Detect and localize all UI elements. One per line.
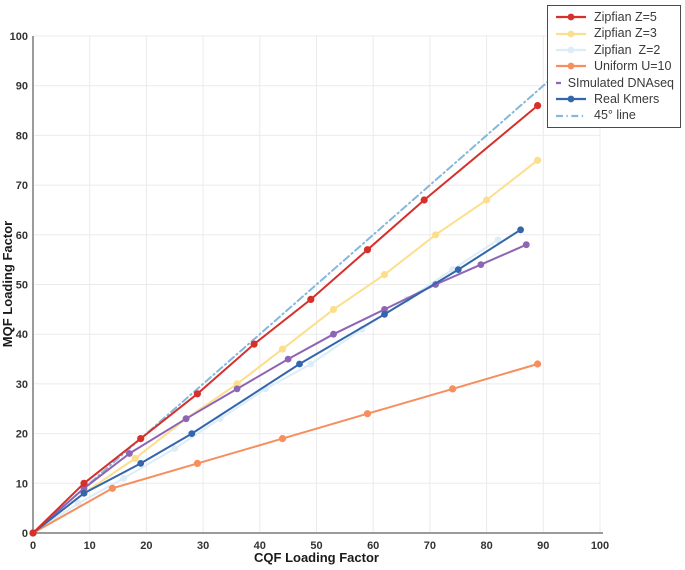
series-marker xyxy=(108,484,116,492)
series-marker xyxy=(80,484,88,492)
series-marker xyxy=(80,479,88,487)
legend-swatch-icon xyxy=(556,81,561,84)
y-tick-label: 0 xyxy=(22,528,28,540)
series-line xyxy=(32,159,539,534)
series-marker xyxy=(171,445,179,452)
legend-item: Zipfian Z=5 xyxy=(555,9,674,25)
series-line xyxy=(32,363,539,534)
series-marker xyxy=(477,261,485,268)
legend-swatch-icon xyxy=(556,114,586,117)
series-marker xyxy=(137,435,145,443)
series-marker xyxy=(120,474,128,482)
legend-item: Zipfian Z=3 xyxy=(555,26,674,42)
series-marker xyxy=(125,450,133,457)
series-marker xyxy=(307,360,315,368)
series-marker xyxy=(381,306,388,313)
legend-swatch-icon xyxy=(556,30,586,38)
legend-label: SImulated DNAseq xyxy=(567,75,674,90)
legend-label: Uniform U=10 xyxy=(594,59,672,74)
series-marker xyxy=(432,231,440,239)
series-marker xyxy=(296,360,303,368)
y-tick-label: 90 xyxy=(16,81,28,93)
legend: Zipfian Z=5 Zipfian Z=3 Zipfian Z=2 Uniform… xyxy=(547,5,681,128)
series-line xyxy=(32,228,522,534)
series-marker xyxy=(534,156,542,164)
series-marker xyxy=(380,271,389,279)
x-tick-label: 60 xyxy=(367,540,379,552)
series-marker xyxy=(483,196,491,204)
x-tick-label: 20 xyxy=(140,540,152,552)
legend-label: Zipfian Z=2 xyxy=(594,42,661,57)
series-marker xyxy=(188,430,196,437)
series-line xyxy=(32,79,550,534)
series-marker xyxy=(420,196,428,204)
series-marker xyxy=(381,310,388,318)
series-marker xyxy=(29,529,37,537)
legend-swatch-icon xyxy=(556,63,586,70)
legend-item: Zipfian Z=2 xyxy=(555,42,674,58)
series-marker xyxy=(494,236,502,244)
legend-swatch-icon xyxy=(556,13,586,21)
series-marker xyxy=(449,385,457,393)
y-tick-label: 70 xyxy=(16,180,28,192)
x-axis-title: CQF Loading Factor xyxy=(254,550,379,565)
y-tick-label: 20 xyxy=(16,429,28,441)
x-tick-label: 100 xyxy=(591,540,609,552)
x-tick-label: 10 xyxy=(84,540,96,552)
series-marker xyxy=(75,499,82,507)
series-marker xyxy=(517,226,524,234)
y-tick-label: 30 xyxy=(16,379,28,391)
y-tick-label: 60 xyxy=(16,230,28,242)
series-marker xyxy=(193,390,201,398)
legend-label: Zipfian Z=3 xyxy=(594,26,657,41)
series-marker xyxy=(131,454,139,462)
series-marker xyxy=(307,295,315,303)
legend-swatch-icon xyxy=(556,95,586,103)
series-marker xyxy=(80,489,88,497)
legend-swatch-icon xyxy=(556,46,586,54)
legend-item: Uniform U=10 xyxy=(555,58,674,74)
legend-item: SImulated DNAseq xyxy=(555,75,674,91)
series-marker xyxy=(278,345,287,353)
y-tick-label: 40 xyxy=(16,329,28,341)
x-tick-label: 50 xyxy=(310,540,322,552)
x-tick-label: 40 xyxy=(254,540,266,552)
series-marker xyxy=(278,435,287,443)
legend-label: Real Kmers xyxy=(594,92,660,107)
series-marker xyxy=(233,380,241,388)
legend-item: Real Kmers xyxy=(555,91,674,107)
series-marker xyxy=(534,102,542,110)
series-marker xyxy=(363,246,372,254)
legend-label: Zipfian Z=5 xyxy=(594,9,657,24)
legend-label: 45° line xyxy=(594,108,636,123)
series-marker xyxy=(233,385,241,393)
x-tick-label: 30 xyxy=(197,540,209,552)
series-marker xyxy=(534,360,542,368)
series-marker xyxy=(250,340,258,348)
series-marker xyxy=(329,305,338,313)
legend-item: 45° line xyxy=(555,108,674,124)
series-marker xyxy=(330,330,337,338)
y-axis-title: MQF Loading Factor xyxy=(0,221,15,347)
series-marker xyxy=(284,355,292,363)
y-tick-label: 10 xyxy=(16,478,28,490)
x-tick-label: 70 xyxy=(424,540,436,552)
series-marker xyxy=(137,460,145,467)
y-tick-label: 100 xyxy=(10,31,28,43)
series-marker xyxy=(193,459,201,467)
series-marker xyxy=(363,410,372,418)
series-marker xyxy=(182,415,190,423)
x-tick-label: 90 xyxy=(537,540,549,552)
x-tick-label: 80 xyxy=(480,540,492,552)
x-tick-label: 0 xyxy=(30,540,36,552)
y-tick-label: 80 xyxy=(16,130,28,142)
y-tick-label: 50 xyxy=(16,280,28,292)
series-marker xyxy=(454,266,462,273)
series-marker xyxy=(522,241,530,249)
